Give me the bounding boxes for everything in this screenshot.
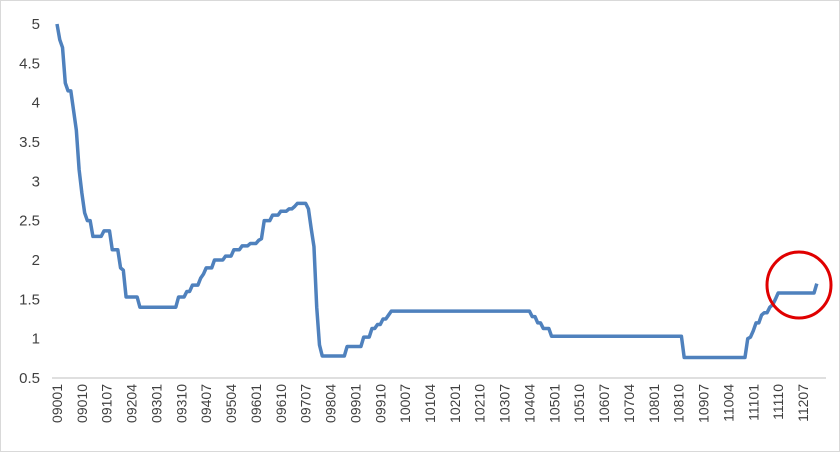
y-tick-label: 4 (32, 95, 40, 112)
y-tick-label: 2.5 (19, 213, 40, 230)
x-tick-label: 10810 (671, 384, 687, 423)
data-line (55, 23, 819, 360)
x-tick-label: 10907 (696, 384, 712, 423)
x-tick-label: 09601 (248, 384, 264, 423)
x-tick-label: 09901 (347, 384, 363, 423)
x-tick-label: 11110 (770, 384, 786, 420)
x-tick-label: 09407 (198, 384, 214, 423)
highlight-circle (765, 250, 833, 320)
x-tick-label: 10007 (397, 384, 413, 423)
x-tick-label: 10510 (571, 384, 587, 423)
y-tick-label: 5 (32, 16, 40, 33)
x-tick-label: 10704 (621, 384, 637, 423)
x-tick-label: 10501 (546, 384, 562, 423)
x-tick-label: 09301 (148, 384, 164, 423)
x-tick-label: 09204 (124, 384, 140, 423)
y-tick-label: 1 (32, 331, 40, 348)
x-tick-label: 10201 (447, 384, 463, 423)
x-tick-label: 09707 (298, 384, 314, 423)
x-tick-label: 10801 (646, 384, 662, 423)
y-tick-label: 0.5 (19, 370, 40, 387)
x-tick-label: 11004 (720, 384, 736, 422)
x-tick-label: 11207 (795, 384, 811, 422)
x-tick-label: 09001 (49, 384, 65, 423)
x-tick-label: 09010 (74, 384, 90, 423)
x-tick-label: 10607 (596, 384, 612, 423)
x-tick-label: 10307 (497, 384, 513, 423)
x-tick-label: 09610 (273, 384, 289, 423)
x-tick-label: 09107 (99, 384, 115, 423)
plot-area: 0.5 1 1.5 2 2.5 3 3.5 4 4.5 5 09001 09010 09107 09204… (19, 16, 819, 423)
x-tick-label: 09804 (323, 384, 339, 423)
y-tick-label: 3 (32, 173, 40, 190)
y-tick-label: 2 (32, 252, 40, 269)
x-tick-label: 11101 (745, 384, 761, 421)
y-tick-label: 3.5 (19, 134, 40, 151)
y-tick-label: 4.5 (19, 55, 40, 72)
x-tick-label: 09910 (372, 384, 388, 423)
x-tick-label: 09310 (173, 384, 189, 423)
x-tick-label: 10210 (472, 384, 488, 423)
y-tick-label: 1.5 (19, 291, 40, 308)
x-tick-label: 09504 (223, 384, 239, 423)
x-tick-label: 10104 (422, 384, 438, 423)
x-tick-label: 10404 (521, 384, 537, 423)
